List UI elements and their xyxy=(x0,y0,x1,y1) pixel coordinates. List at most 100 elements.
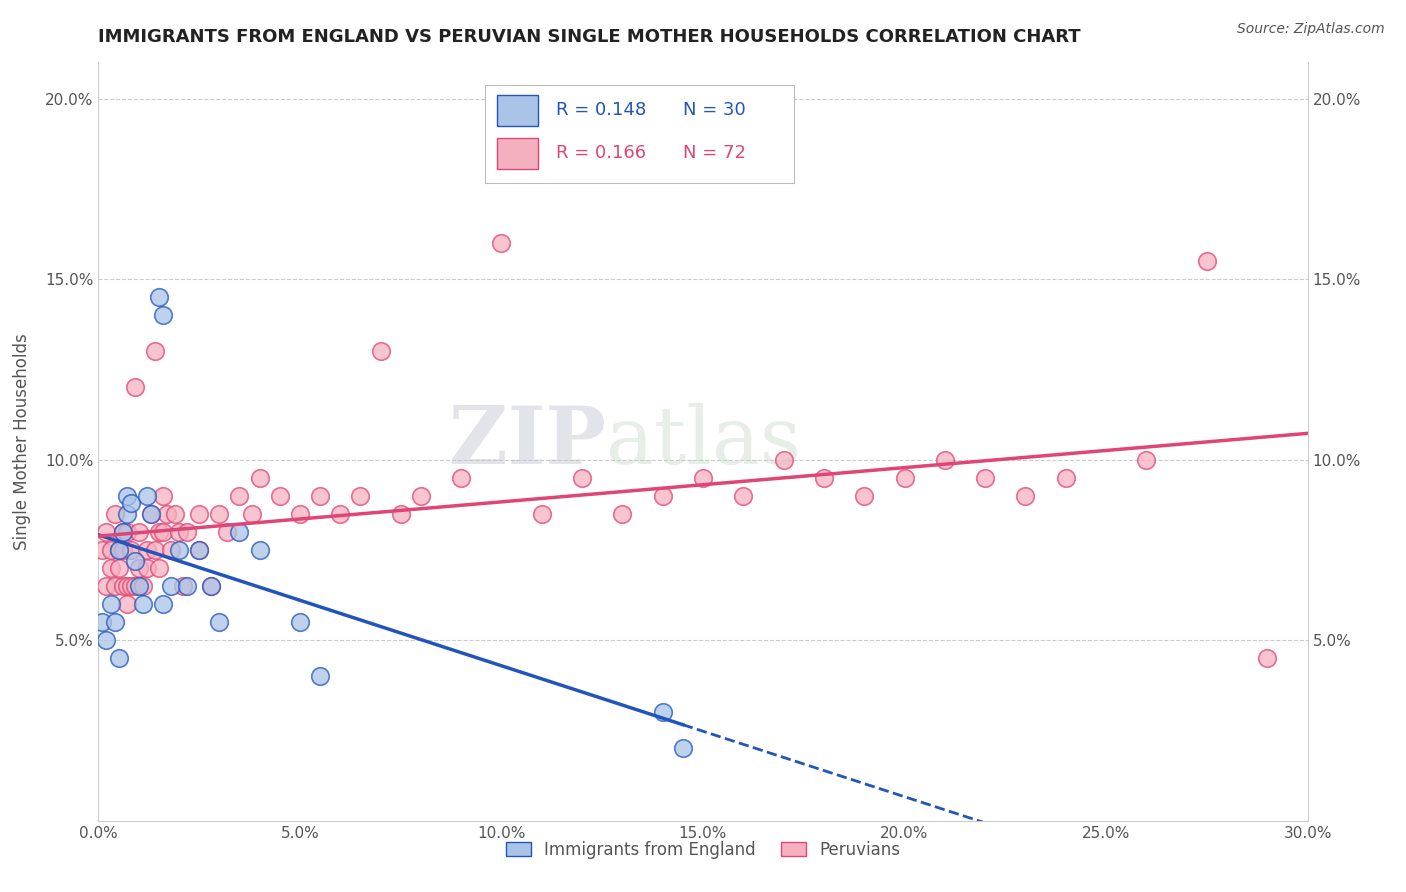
Point xyxy=(530,507,553,521)
Point xyxy=(288,615,311,629)
Text: ZIP: ZIP xyxy=(450,402,606,481)
Point xyxy=(111,579,134,593)
Point xyxy=(200,579,222,593)
Point xyxy=(96,524,118,539)
Point xyxy=(152,489,174,503)
Point xyxy=(172,579,194,593)
Point xyxy=(152,524,174,539)
Point xyxy=(139,507,162,521)
Point xyxy=(96,633,118,648)
Point xyxy=(176,524,198,539)
Point xyxy=(115,489,138,503)
Point xyxy=(1014,489,1036,503)
Point xyxy=(200,579,222,593)
Point xyxy=(163,507,186,521)
Point xyxy=(100,597,122,611)
Point xyxy=(132,579,155,593)
Point xyxy=(974,470,997,484)
Point xyxy=(143,542,166,557)
Text: R = 0.166: R = 0.166 xyxy=(557,145,647,162)
Point xyxy=(249,542,271,557)
Text: N = 72: N = 72 xyxy=(683,145,747,162)
Point xyxy=(115,579,138,593)
Text: Source: ZipAtlas.com: Source: ZipAtlas.com xyxy=(1237,22,1385,37)
Point xyxy=(120,579,142,593)
Point xyxy=(160,542,183,557)
Text: IMMIGRANTS FROM ENGLAND VS PERUVIAN SINGLE MOTHER HOUSEHOLDS CORRELATION CHART: IMMIGRANTS FROM ENGLAND VS PERUVIAN SING… xyxy=(98,28,1081,45)
Point xyxy=(329,507,352,521)
Point xyxy=(370,344,392,359)
Point xyxy=(128,561,150,575)
Point xyxy=(651,706,673,720)
Point xyxy=(91,615,114,629)
Point xyxy=(228,489,250,503)
Point xyxy=(228,524,250,539)
Point xyxy=(188,542,211,557)
Point xyxy=(409,489,432,503)
Text: R = 0.148: R = 0.148 xyxy=(557,102,647,120)
Point xyxy=(450,470,472,484)
Text: atlas: atlas xyxy=(606,402,801,481)
Point xyxy=(156,507,179,521)
Point xyxy=(309,489,332,503)
Point xyxy=(692,470,714,484)
Point xyxy=(1256,651,1278,665)
Point xyxy=(143,344,166,359)
Point xyxy=(651,489,673,503)
Point xyxy=(612,507,634,521)
Point xyxy=(853,489,876,503)
Point xyxy=(208,507,231,521)
Point xyxy=(124,380,146,394)
Point xyxy=(148,290,170,304)
Point xyxy=(309,669,332,683)
Point xyxy=(115,597,138,611)
Point xyxy=(135,542,157,557)
Point xyxy=(249,470,271,484)
Point xyxy=(349,489,371,503)
Point xyxy=(934,452,956,467)
Point xyxy=(208,615,231,629)
Point xyxy=(115,524,138,539)
Point xyxy=(107,542,129,557)
Point xyxy=(96,579,118,593)
Point xyxy=(115,507,138,521)
Point xyxy=(107,561,129,575)
Point xyxy=(167,524,190,539)
Point xyxy=(107,542,129,557)
Point xyxy=(120,496,142,510)
Y-axis label: Single Mother Households: Single Mother Households xyxy=(13,334,31,549)
Point xyxy=(148,561,170,575)
Point xyxy=(240,507,263,521)
Point xyxy=(148,524,170,539)
FancyBboxPatch shape xyxy=(498,95,537,126)
Point xyxy=(772,452,794,467)
Point xyxy=(1195,254,1218,268)
Point xyxy=(107,651,129,665)
Point xyxy=(139,507,162,521)
Point xyxy=(217,524,239,539)
Point xyxy=(152,308,174,322)
Point xyxy=(135,561,157,575)
Point xyxy=(135,489,157,503)
Point xyxy=(152,597,174,611)
Point xyxy=(103,579,125,593)
Point xyxy=(813,470,835,484)
Point xyxy=(491,235,513,250)
Point xyxy=(571,470,593,484)
Point xyxy=(893,470,915,484)
Point xyxy=(188,542,211,557)
Point xyxy=(111,524,134,539)
Point xyxy=(733,489,755,503)
Point xyxy=(128,524,150,539)
Point xyxy=(269,489,291,503)
Point xyxy=(1135,452,1157,467)
Point xyxy=(160,579,183,593)
Point xyxy=(111,524,134,539)
Point xyxy=(288,507,311,521)
Point xyxy=(100,561,122,575)
Point xyxy=(91,542,114,557)
Point xyxy=(128,579,150,593)
FancyBboxPatch shape xyxy=(498,137,537,169)
Point xyxy=(103,615,125,629)
Legend: Immigrants from England, Peruvians: Immigrants from England, Peruvians xyxy=(499,834,907,865)
